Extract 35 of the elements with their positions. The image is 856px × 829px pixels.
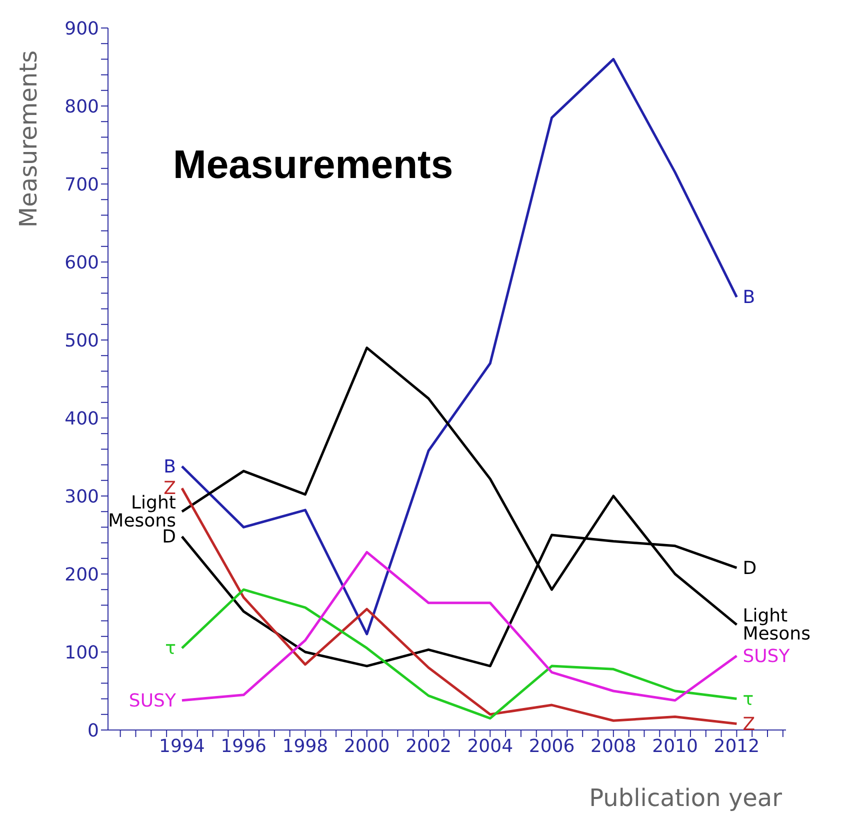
x-tick-label: 2002 <box>406 736 452 757</box>
x-tick-label: 2010 <box>652 736 698 757</box>
x-tick-label: 1998 <box>282 736 328 757</box>
y-tick-label: 500 <box>64 330 99 352</box>
x-tick-label: 2004 <box>467 736 514 757</box>
text: D <box>742 558 757 579</box>
x-tick-label: 1996 <box>220 736 267 757</box>
text: B <box>742 287 756 308</box>
x-tick-label: 2008 <box>590 736 636 757</box>
y-axis-title: Measurements <box>14 50 43 228</box>
text: SUSY <box>742 646 790 667</box>
text: Z <box>742 714 756 735</box>
line-series <box>180 550 738 702</box>
x-tick-label: 2006 <box>528 736 575 757</box>
y-tick-label: 300 <box>64 486 99 508</box>
line-series <box>180 588 738 720</box>
y-tick-label: 400 <box>64 408 99 430</box>
series-label: τ <box>165 638 176 660</box>
y-tick-label: 200 <box>64 564 99 586</box>
y-tick-label: 600 <box>64 252 99 274</box>
series-label: SUSY <box>128 690 177 712</box>
x-tick-label: 2012 <box>714 736 760 757</box>
y-tick-label: 700 <box>64 174 99 196</box>
x-tick-label: 2000 <box>344 736 390 757</box>
series-label: B <box>164 456 176 478</box>
y-tick-label: 100 <box>64 642 99 664</box>
text: Light Mesons <box>742 606 810 645</box>
y-tick-label: 900 <box>64 18 99 40</box>
line-series <box>180 486 738 726</box>
text: τ <box>742 688 754 710</box>
x-tick-label: 1994 <box>159 736 205 757</box>
y-tick-label: 0 <box>88 720 99 742</box>
y-tick-label: 800 <box>64 96 99 118</box>
text: Measurements <box>173 143 454 188</box>
x-axis-title: Publication year <box>589 784 782 812</box>
